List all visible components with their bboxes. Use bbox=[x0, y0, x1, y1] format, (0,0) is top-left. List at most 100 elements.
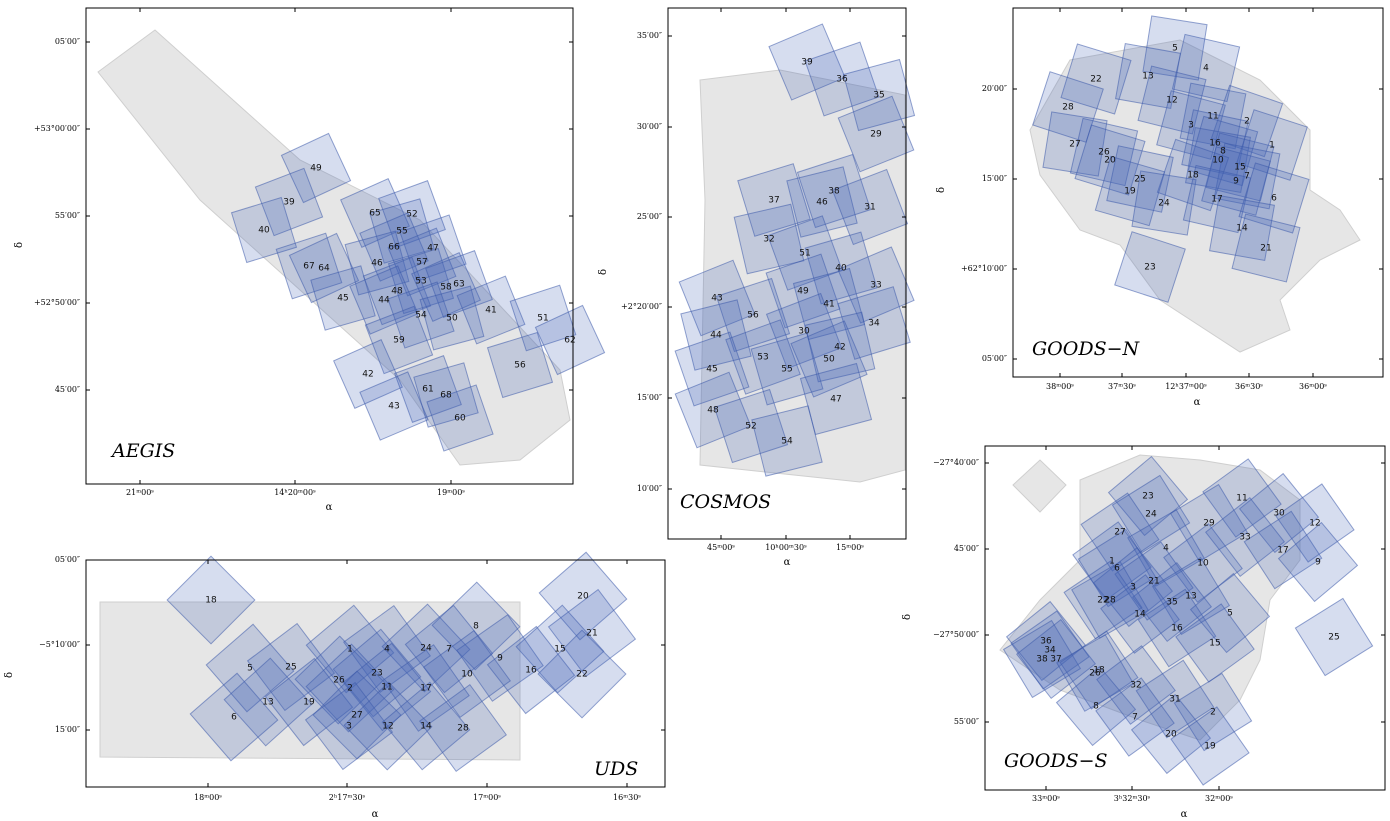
pointing-tile bbox=[790, 320, 868, 398]
pointing-label: 19 bbox=[1204, 742, 1216, 752]
pointing-label: 28 bbox=[1104, 596, 1116, 606]
pointing-label: 33 bbox=[870, 281, 881, 291]
y-tick-label: −5°10′00″ bbox=[39, 640, 80, 649]
pointing-label: 2 bbox=[1244, 117, 1250, 127]
pointing-tiles bbox=[166, 15, 1374, 786]
y-tick-label: 15′00″ bbox=[637, 393, 662, 402]
pointing-label: 4 bbox=[1163, 544, 1169, 554]
pointing-label: 48 bbox=[707, 406, 719, 416]
pointing-tile bbox=[399, 214, 467, 282]
pointing-tile bbox=[1204, 496, 1286, 578]
pointing-label: 40 bbox=[835, 264, 847, 274]
x-axis-label: α bbox=[326, 502, 333, 513]
pointing-label: 20 bbox=[1104, 156, 1116, 166]
pointing-tile bbox=[804, 311, 876, 383]
pointing-label: 8 bbox=[1093, 702, 1099, 712]
pointing-label: 21 bbox=[1260, 244, 1271, 254]
x-tick-label: 36ᵐ00ˢ bbox=[1299, 382, 1327, 391]
y-tick-label: 45′00″ bbox=[55, 385, 80, 394]
pointing-label: 48 bbox=[391, 287, 403, 297]
pointing-tile bbox=[1189, 572, 1271, 654]
pointing-label: 55 bbox=[396, 227, 407, 237]
pointing-label: 5 bbox=[1172, 44, 1178, 54]
uds-footprint bbox=[99, 601, 521, 761]
pointing-label: 7 bbox=[1244, 172, 1250, 182]
x-tick-label: 38ᵐ00ˢ bbox=[1046, 382, 1074, 391]
pointing-tile bbox=[1060, 43, 1132, 115]
pointing-tile bbox=[1182, 164, 1252, 234]
y-tick-label: 45′00″ bbox=[954, 544, 979, 553]
pointing-label: 68 bbox=[440, 391, 452, 401]
pointing-tile bbox=[1175, 603, 1255, 683]
y-tick-label: 55′00″ bbox=[954, 717, 979, 726]
pointing-label: 39 bbox=[283, 198, 295, 208]
pointing-label: 1 bbox=[347, 645, 353, 655]
y-tick-label: 35′00″ bbox=[637, 31, 662, 40]
pointing-label: 60 bbox=[454, 414, 466, 424]
pointing-tile bbox=[1179, 82, 1247, 150]
pointing-label: 4 bbox=[384, 645, 390, 655]
x-tick-label: 21ᵐ00ˢ bbox=[126, 488, 154, 497]
pointing-tile bbox=[486, 331, 554, 399]
pointing-tile bbox=[767, 215, 843, 291]
pointing-label: 24 bbox=[1145, 510, 1157, 520]
pointing-label: 34 bbox=[1044, 646, 1056, 656]
pointing-tile bbox=[230, 196, 298, 264]
pointing-label: 42 bbox=[834, 343, 845, 353]
pointing-tile bbox=[1114, 231, 1186, 303]
cosmos-footprint bbox=[699, 69, 906, 483]
pointing-label: 25 bbox=[285, 663, 296, 673]
x-tick-label: 10ʰ00ᵐ30ˢ bbox=[765, 543, 807, 552]
pointing-tile bbox=[312, 670, 402, 760]
pointing-label: 18 bbox=[1093, 666, 1105, 676]
pointing-label: 14 bbox=[420, 722, 432, 732]
pointing-tile bbox=[223, 657, 313, 747]
pointing-label: 47 bbox=[427, 244, 438, 254]
pointing-label: 2 bbox=[1210, 708, 1216, 718]
y-tick-label: +2°20′00″ bbox=[621, 302, 662, 311]
pointing-tile bbox=[332, 628, 422, 718]
pointing-tile bbox=[1095, 677, 1175, 757]
pointing-label: 65 bbox=[369, 209, 380, 219]
pointing-label: 56 bbox=[747, 311, 759, 321]
pointing-tile bbox=[381, 681, 471, 771]
pointing-tile bbox=[1137, 65, 1207, 135]
pointing-label: 26 bbox=[333, 676, 345, 686]
pointing-label: 43 bbox=[711, 294, 722, 304]
y-tick-label: 30′00″ bbox=[637, 122, 662, 131]
y-tick-label: 05′00″ bbox=[55, 37, 80, 46]
pointing-tile bbox=[751, 405, 823, 477]
pointing-label: 23 bbox=[371, 669, 382, 679]
pointing-tile bbox=[1238, 472, 1320, 554]
pointing-label: 9 bbox=[497, 654, 503, 664]
pointing-tile bbox=[1236, 109, 1308, 181]
y-tick-label: 20′00″ bbox=[982, 84, 1007, 93]
pointing-tile bbox=[333, 339, 403, 409]
pointing-tile bbox=[359, 371, 429, 441]
pointing-tile bbox=[1002, 619, 1082, 699]
pointing-label: 17 bbox=[1211, 195, 1222, 205]
pointing-label: 19 bbox=[1124, 187, 1136, 197]
pointing-label: 38 bbox=[1036, 655, 1048, 665]
pointing-tile bbox=[509, 284, 577, 352]
y-axis-label: δ bbox=[936, 187, 947, 193]
pointing-label: 56 bbox=[514, 361, 526, 371]
pointing-tile bbox=[1169, 483, 1249, 563]
pointing-tile bbox=[750, 332, 824, 406]
pointing-tile bbox=[1277, 521, 1359, 603]
pointing-label: 29 bbox=[1203, 519, 1215, 529]
pointing-label: 21 bbox=[1148, 577, 1159, 587]
pointing-label: 12 bbox=[1309, 519, 1320, 529]
pointing-tile bbox=[387, 281, 455, 349]
pointing-label: 24 bbox=[1158, 199, 1170, 209]
x-tick-label: 19ᵐ00ˢ bbox=[437, 488, 465, 497]
panel-title: UDS bbox=[594, 758, 638, 780]
pointing-tile bbox=[1294, 597, 1374, 677]
pointing-label: 13 bbox=[1142, 72, 1153, 82]
pointing-label: 26 bbox=[1098, 148, 1110, 158]
pointing-tile bbox=[1055, 665, 1137, 747]
pointing-label: 27 bbox=[1114, 528, 1125, 538]
pointing-tile bbox=[288, 232, 360, 304]
pointing-label: 10 bbox=[1212, 156, 1224, 166]
pointing-label: 21 bbox=[586, 629, 597, 639]
